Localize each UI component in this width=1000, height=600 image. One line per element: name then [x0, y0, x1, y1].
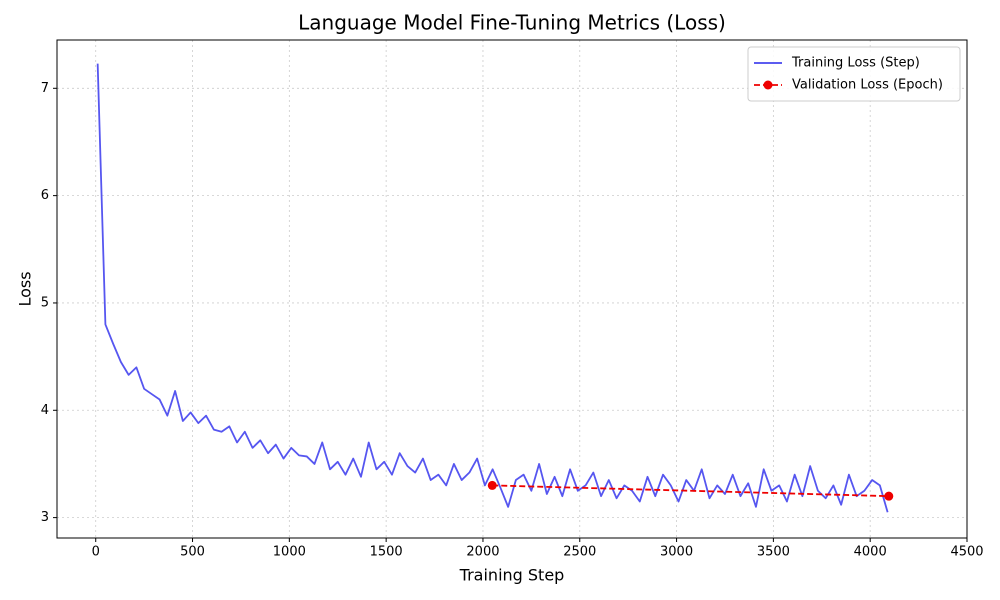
- legend-box: [747, 46, 961, 102]
- y-tick-label: 3: [41, 510, 49, 525]
- legend-label: Training Loss (Step): [791, 56, 920, 71]
- series-line: [96, 63, 889, 513]
- data-point: [487, 480, 497, 490]
- legend-marker: [763, 80, 773, 90]
- legend-label: Validation Loss (Epoch): [792, 78, 943, 93]
- x-axis-label: Training Step: [459, 566, 565, 585]
- x-tick-label: 4500: [950, 545, 983, 560]
- data-point: [884, 491, 894, 501]
- x-tick-label: 2000: [466, 545, 499, 560]
- x-tick-label: 2500: [563, 545, 596, 560]
- x-tick-label: 3000: [660, 545, 693, 560]
- chart-title: Language Model Fine-Tuning Metrics (Loss…: [298, 11, 726, 35]
- y-tick-label: 7: [41, 81, 49, 96]
- y-tick-label: 4: [41, 403, 49, 418]
- y-tick-label: 6: [41, 188, 49, 203]
- x-tick-label: 0: [92, 545, 100, 560]
- x-tick-label: 1000: [273, 545, 306, 560]
- plot-frame: [56, 39, 968, 539]
- x-tick-label: 500: [180, 545, 205, 560]
- x-tick-label: 4000: [854, 545, 887, 560]
- x-tick-label: 1500: [370, 545, 403, 560]
- x-tick-label: 3500: [757, 545, 790, 560]
- series-line: [492, 484, 889, 498]
- y-axis-label: Loss: [16, 271, 35, 306]
- y-tick-label: 5: [41, 295, 49, 310]
